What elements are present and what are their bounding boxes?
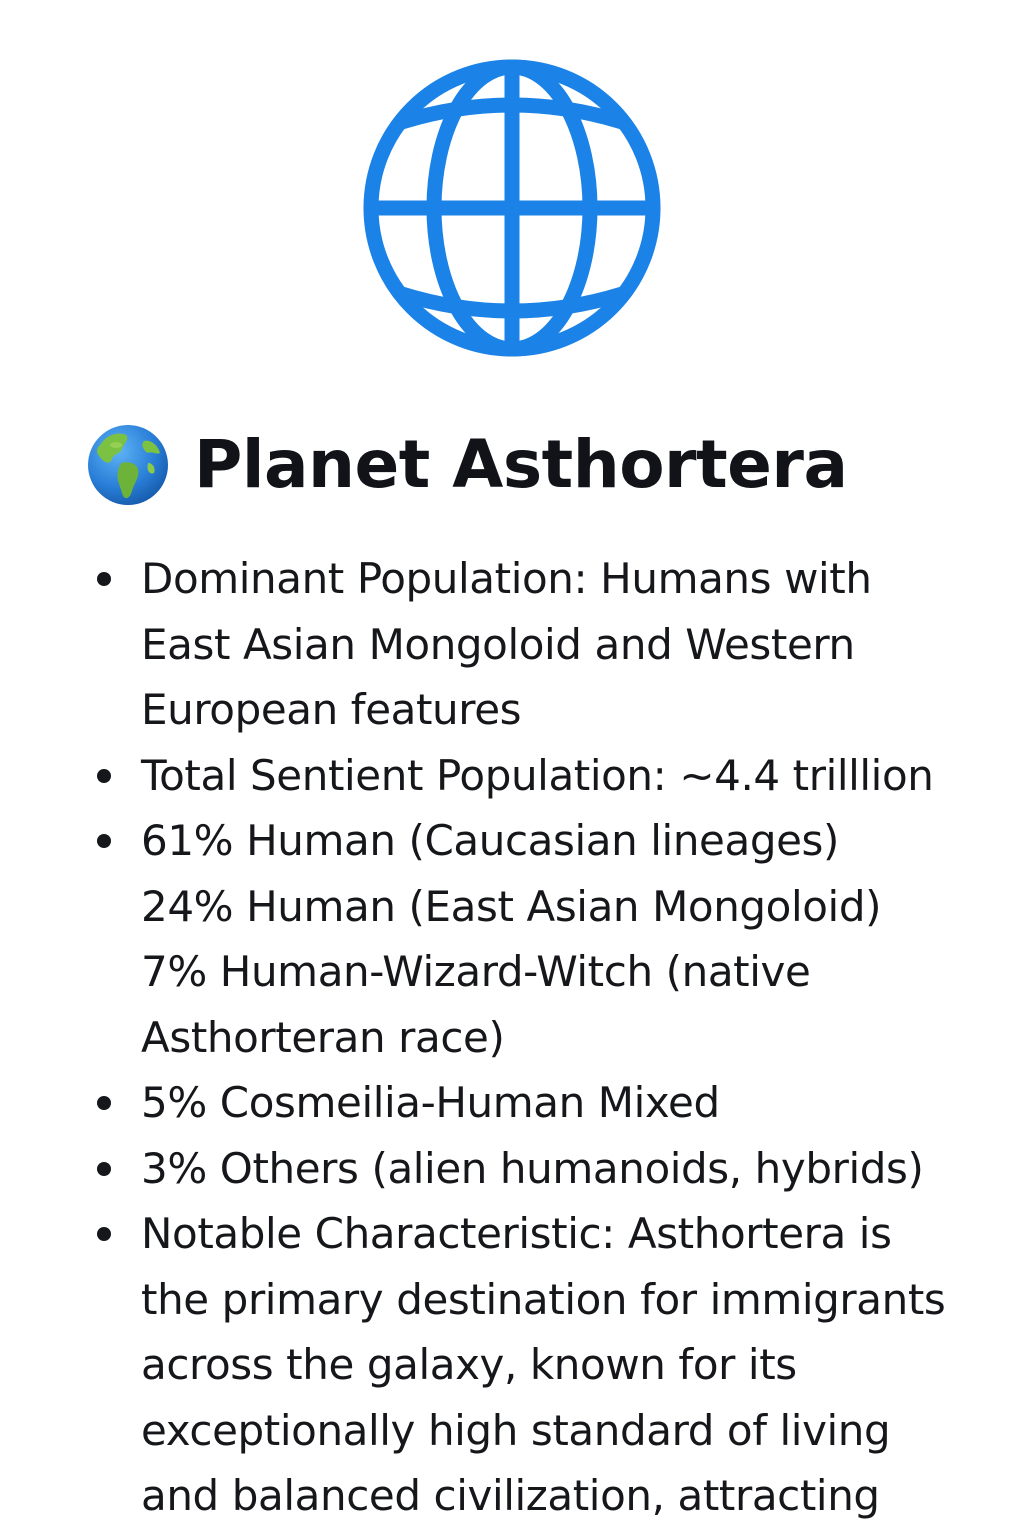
bullet — [97, 572, 111, 586]
bullet — [97, 1161, 111, 1176]
list-item-line: Total Sentient Population: ~4.4 trilllio… — [141, 750, 934, 800]
list-item-line: 5% Cosmeilia-Human Mixed — [141, 1078, 720, 1127]
list-item-line: and balanced civilization, attracting — [141, 1471, 880, 1520]
list-item-notable-characteristic: Notable Characteristic: Asthortera is th… — [0, 1201, 1024, 1529]
list-item-line: Notable Characteristic: Asthortera is — [141, 1209, 892, 1258]
earth-icon — [88, 425, 168, 505]
list-item-others: 3% Others (alien humanoids, hybrids) — [0, 1136, 1024, 1202]
bullet — [97, 1096, 111, 1110]
title-row: Planet Asthortera — [86, 420, 848, 510]
list-item-total-population: Total Sentient Population: ~4.4 trilllio… — [0, 743, 1024, 809]
facts-list: Dominant Population: Humans with East As… — [0, 546, 1024, 1529]
list-item-human-breakdown: 61% Human (Caucasian lineages) 24% Human… — [0, 808, 1024, 1070]
list-item-line: exceptionally high standard of living — [141, 1405, 891, 1455]
list-item-line: 3% Others (alien humanoids, hybrids) — [141, 1143, 924, 1193]
bullet — [97, 768, 111, 783]
globe-icon — [362, 58, 662, 358]
list-item-line: 24% Human (East Asian Mongoloid) — [141, 881, 882, 931]
list-item-line: across the galaxy, known for its — [141, 1340, 797, 1389]
list-item-line: the primary destination for immigrants — [141, 1274, 946, 1324]
list-item-line: 7% Human-Wizard-Witch (native — [141, 947, 811, 996]
list-item-line: European features — [141, 685, 522, 734]
list-item-line: Dominant Population: Humans with — [141, 554, 872, 603]
list-item-line: Asthorteran race) — [141, 1012, 505, 1062]
list-item-dominant-population: Dominant Population: Humans with East As… — [0, 546, 1024, 743]
list-item-line: 61% Human (Caucasian lineages) — [141, 816, 839, 865]
bullet — [97, 834, 111, 848]
bullet — [97, 1227, 111, 1241]
list-item-line: East Asian Mongoloid and Western — [141, 619, 855, 669]
page-title: Planet Asthortera — [194, 426, 848, 503]
list-item-cosmeilia: 5% Cosmeilia-Human Mixed — [0, 1070, 1024, 1136]
